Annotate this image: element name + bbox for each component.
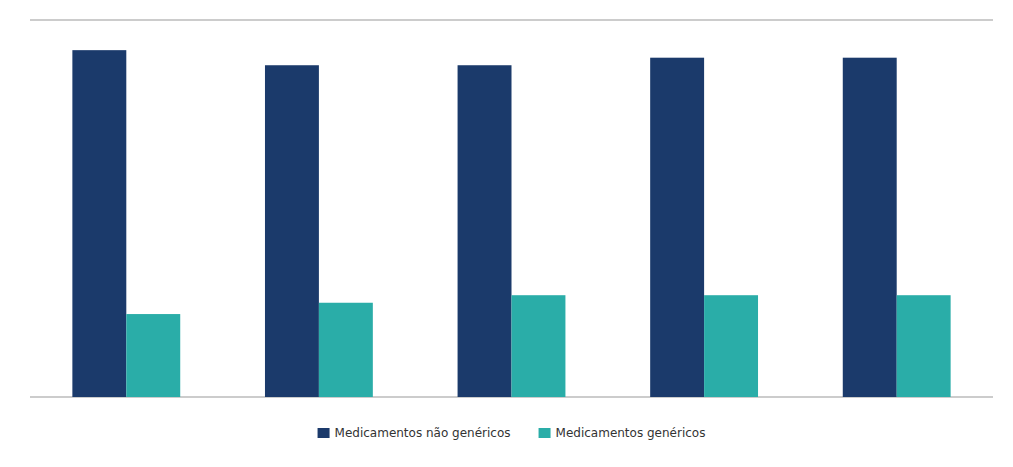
bar — [126, 314, 180, 397]
legend-swatch — [539, 428, 551, 438]
bar — [458, 65, 512, 397]
bar — [72, 50, 126, 397]
legend-item: Medicamentos genéricos — [539, 426, 706, 440]
bars — [72, 50, 950, 397]
bar — [704, 295, 758, 397]
bar — [843, 58, 897, 397]
chart-svg: Medicamentos não genéricos Medicamentos g… — [0, 0, 1013, 467]
legend-label: Medicamentos genéricos — [556, 426, 706, 440]
bar — [897, 295, 951, 397]
legend-swatch — [318, 428, 330, 438]
bar — [512, 295, 566, 397]
chart-container: Medicamentos não genéricos Medicamentos g… — [0, 0, 1013, 467]
legend-label: Medicamentos não genéricos — [335, 426, 511, 440]
bar — [319, 303, 373, 397]
legend: Medicamentos não genéricos Medicamentos g… — [318, 426, 706, 440]
bar — [265, 65, 319, 397]
page: {"chart_data": {"type": "bar", "categori… — [0, 0, 1013, 467]
legend-item: Medicamentos não genéricos — [318, 426, 511, 440]
bar — [650, 58, 704, 397]
range-top-line — [30, 20, 993, 21]
bar-series — [72, 50, 896, 397]
bar-series — [126, 295, 950, 397]
